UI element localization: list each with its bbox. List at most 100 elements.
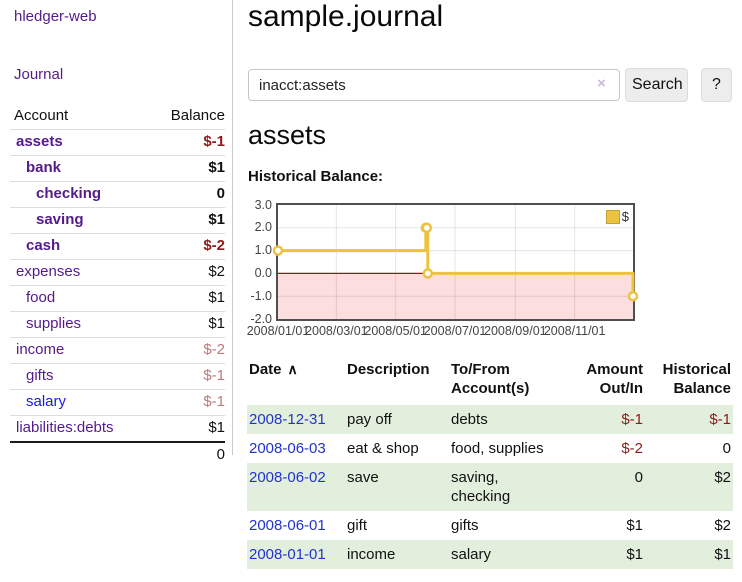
transaction-description: gift xyxy=(347,517,368,534)
account-cell: expenses xyxy=(10,259,148,286)
transaction-row: 2008-01-01 income salary $1 $1 xyxy=(247,540,733,569)
account-balance: $-1 xyxy=(147,389,225,416)
account-cell: cash xyxy=(10,233,148,260)
x-tick-label: 2008/09/01 xyxy=(484,324,547,338)
account-link[interactable]: cash xyxy=(26,237,61,254)
account-link[interactable]: checking xyxy=(36,185,102,202)
account-row: food $1 xyxy=(10,285,225,312)
accounts-table: Account Balance assets $-1 bank $1 checking 0… xyxy=(10,103,225,468)
account-row: saving $1 xyxy=(10,207,225,234)
account-link[interactable]: salary xyxy=(26,393,67,410)
transaction-date-link[interactable]: 2008-12-31 xyxy=(249,411,326,428)
account-row: liabilities:debts $1 xyxy=(10,415,225,442)
transaction-date-link[interactable]: 2008-01-01 xyxy=(249,546,326,563)
register-table: Date ∧ Description To/From Account(s) Amo… xyxy=(247,358,733,569)
y-tick-label: 0.0 xyxy=(254,265,272,280)
transaction-amount: $1 xyxy=(626,517,643,534)
historical-balance-chart: $ 3.0 2.0 1.0 0.0 -1.0 -2.0 2008/01/01 2008/03… xyxy=(247,198,742,352)
transaction-date-cell: 2008-06-01 xyxy=(247,511,345,540)
account-link[interactable]: liabilities:debts xyxy=(16,419,114,436)
transaction-balance: $2 xyxy=(714,517,731,534)
app-brand-link[interactable]: hledger-web xyxy=(14,8,97,25)
account-cell: salary xyxy=(10,389,148,416)
account-row: checking 0 xyxy=(10,181,225,208)
account-link[interactable]: bank xyxy=(26,159,62,176)
transaction-accounts: food, supplies xyxy=(451,440,544,457)
account-cell: assets xyxy=(10,129,148,156)
search-form: × Search ? xyxy=(248,68,735,102)
accounts-total-row: 0 xyxy=(10,441,225,468)
date-column-header[interactable]: Date ∧ xyxy=(249,361,298,378)
y-tick-label: -2.0 xyxy=(250,311,272,326)
account-link[interactable]: supplies xyxy=(26,315,82,332)
account-row: income $-2 xyxy=(10,337,225,364)
account-balance: $1 xyxy=(147,285,225,312)
account-row: supplies $1 xyxy=(10,311,225,338)
accounts-column-header: To/From Account(s) xyxy=(451,361,530,397)
account-balance: $1 xyxy=(147,207,225,234)
account-link[interactable]: saving xyxy=(36,211,84,228)
account-column-header: Account xyxy=(14,107,69,124)
transaction-amount: 0 xyxy=(634,469,643,486)
account-row: cash $-2 xyxy=(10,233,225,260)
page-title: sample.journal xyxy=(248,0,444,33)
account-link[interactable]: income xyxy=(16,341,65,358)
account-balance: $1 xyxy=(147,311,225,338)
transaction-row: 2008-06-01 gift gifts $1 $2 xyxy=(247,511,733,540)
sidebar-item-journal[interactable]: Journal xyxy=(14,66,64,83)
y-tick-label: 2.0 xyxy=(254,220,272,235)
transaction-date-link[interactable]: 2008-06-03 xyxy=(249,440,326,457)
legend-label: $ xyxy=(621,209,629,224)
x-tick-label: 2008/07/01 xyxy=(423,324,487,338)
x-tick-label: 2008/11/01 xyxy=(543,324,606,338)
account-link[interactable]: food xyxy=(26,289,56,306)
transaction-amount: $-1 xyxy=(621,411,643,428)
account-balance: 0 xyxy=(147,181,225,208)
transaction-description: income xyxy=(347,546,396,563)
x-tick-label: 2008/05/01 xyxy=(364,324,427,338)
legend-swatch xyxy=(605,209,620,224)
accounts-table-header: Account Balance xyxy=(10,103,225,130)
transaction-balance: 0 xyxy=(722,440,731,457)
transaction-accounts: salary xyxy=(451,546,492,563)
transaction-amount: $-2 xyxy=(621,440,643,457)
transaction-date-cell: 2008-12-31 xyxy=(247,405,345,434)
transaction-balance: $2 xyxy=(714,469,731,486)
accounts-total-value: 0 xyxy=(147,441,225,468)
chart-title: Historical Balance: xyxy=(248,168,384,185)
amount-column-header: Amount Out/In xyxy=(586,361,643,397)
account-cell: checking xyxy=(10,181,148,208)
transaction-date-cell: 2008-06-02 xyxy=(247,463,345,511)
clear-search-icon[interactable]: × xyxy=(597,75,606,92)
transaction-balance: $1 xyxy=(714,546,731,563)
transaction-accounts: debts xyxy=(451,411,488,428)
accounts-table-body: assets $-1 bank $1 checking 0 saving $1 cash $-2 e… xyxy=(10,129,225,442)
account-balance: $-1 xyxy=(147,363,225,390)
transaction-row: 2008-12-31 pay off debts $-1 $-1 xyxy=(247,405,733,434)
account-balance: $1 xyxy=(147,415,225,442)
transaction-row: 2008-06-02 save saving, checking 0 $2 xyxy=(247,463,733,511)
account-link[interactable]: assets xyxy=(16,133,63,150)
transaction-date-cell: 2008-01-01 xyxy=(247,540,345,569)
account-row: gifts $-1 xyxy=(10,363,225,390)
main-content: sample.journal × Search ? assets Histori… xyxy=(247,0,742,582)
register-header-row: Date ∧ Description To/From Account(s) Amo… xyxy=(247,358,733,405)
account-link[interactable]: gifts xyxy=(26,367,54,384)
help-button[interactable]: ? xyxy=(701,68,732,102)
chart-plot-area: $ xyxy=(272,203,639,321)
account-cell: saving xyxy=(10,207,148,234)
register-table-body: 2008-12-31 pay off debts $-1 $-1 2008-06-03 ea… xyxy=(247,405,733,569)
search-button[interactable]: Search xyxy=(625,68,688,102)
account-cell: food xyxy=(10,285,148,312)
search-input[interactable] xyxy=(248,69,620,101)
account-cell: bank xyxy=(10,155,148,182)
y-tick-label: 1.0 xyxy=(254,243,272,258)
transaction-date-link[interactable]: 2008-06-02 xyxy=(249,469,326,486)
sidebar: hledger-web Journal Account Balance asse… xyxy=(0,0,233,468)
description-column-header: Description xyxy=(347,361,430,378)
transaction-balance: $-1 xyxy=(709,411,731,428)
transaction-date-link[interactable]: 2008-06-01 xyxy=(249,517,326,534)
account-link[interactable]: expenses xyxy=(16,263,81,280)
balance-column-header: Historical Balance xyxy=(662,361,731,397)
account-row: bank $1 xyxy=(10,155,225,182)
